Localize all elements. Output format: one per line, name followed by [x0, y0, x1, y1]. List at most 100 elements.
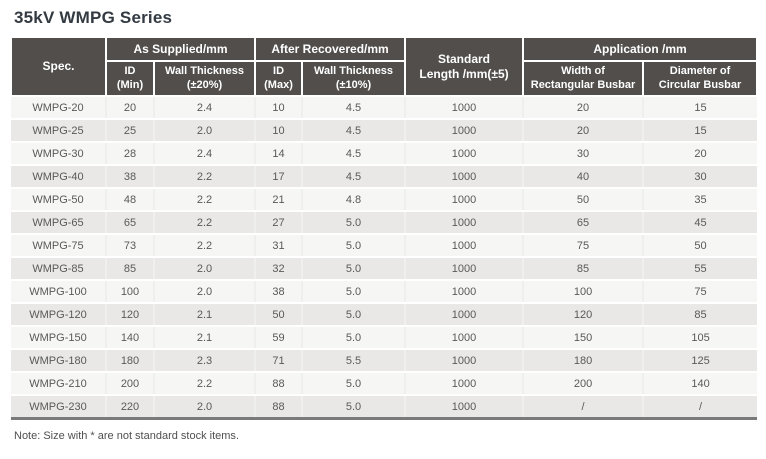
value-cell: 20: [523, 119, 645, 143]
value-cell: 100: [523, 280, 645, 304]
header-line: (Max): [264, 78, 293, 91]
value-cell: 65: [106, 211, 155, 235]
value-cell: 2.0: [154, 280, 257, 304]
spec-cell: WMPG-75: [11, 234, 107, 258]
value-cell: 1000: [405, 165, 525, 189]
spec-cell: WMPG-100: [11, 280, 107, 304]
wmpg-spec-table: Spec. As Supplied/mm After Recovered/mm …: [10, 36, 759, 420]
header-sub-row: ID (Min) Wall Thickness (±20%) ID (Max) …: [11, 60, 759, 97]
value-cell: 1000: [405, 142, 525, 166]
value-cell: 1000: [405, 395, 525, 419]
value-cell: 180: [523, 349, 645, 373]
value-cell: 4.5: [302, 96, 407, 120]
value-cell: 5.0: [302, 395, 407, 419]
value-cell: 2.2: [154, 372, 257, 396]
table-body: WMPG-20 20 2.4 10 4.5 1000 20 15 WMPG-25 25 2.0 10 4…: [11, 96, 758, 419]
value-cell: 2.2: [154, 211, 257, 235]
spec-cell: WMPG-25: [11, 119, 107, 143]
value-cell: 71: [255, 349, 304, 373]
value-cell: 30: [643, 165, 758, 189]
value-cell: 2.4: [154, 96, 257, 120]
value-cell: 4.5: [302, 119, 407, 143]
value-cell: 1000: [405, 257, 525, 281]
value-cell: 140: [643, 372, 758, 396]
value-cell: 20: [106, 96, 155, 120]
value-cell: 88: [255, 372, 304, 396]
value-cell: 2.1: [154, 303, 257, 327]
table-note: Note: Size with * are not standard stock…: [14, 430, 239, 442]
spec-cell: WMPG-65: [11, 211, 107, 235]
value-cell: /: [523, 395, 645, 419]
value-cell: 38: [106, 165, 155, 189]
value-cell: 1000: [405, 349, 525, 373]
value-cell: 50: [255, 303, 304, 327]
value-cell: 73: [106, 234, 155, 258]
page-title: 35kV WMPG Series: [14, 8, 173, 27]
value-cell: 88: [255, 395, 304, 419]
value-cell: 1000: [405, 326, 525, 350]
col-header-spec: Spec.: [10, 36, 107, 97]
spec-cell: WMPG-120: [11, 303, 107, 327]
value-cell: 1000: [405, 96, 525, 120]
value-cell: 5.0: [302, 280, 407, 304]
header-line: Standard: [438, 51, 491, 66]
value-cell: 150: [523, 326, 645, 350]
value-cell: 48: [106, 188, 155, 212]
value-cell: 28: [106, 142, 155, 166]
value-cell: 1000: [405, 303, 525, 327]
col-header-standard-length: Standard Length /mm(±5): [404, 36, 525, 97]
header-line: (±10%): [335, 78, 372, 91]
col-group-application: Application /mm: [522, 36, 759, 62]
header-line: ID: [124, 64, 136, 77]
col-header-wall-thickness-supplied: Wall Thickness (±20%): [152, 60, 257, 97]
spec-cell: WMPG-30: [11, 142, 107, 166]
value-cell: 20: [523, 96, 645, 120]
value-cell: 220: [106, 395, 155, 419]
value-cell: 1000: [405, 372, 525, 396]
table-row: WMPG-65 65 2.2 27 5.0 1000 65 45: [11, 211, 758, 235]
value-cell: 125: [643, 349, 758, 373]
col-group-as-supplied: As Supplied/mm: [104, 36, 257, 62]
value-cell: 1000: [405, 188, 525, 212]
table-row: WMPG-75 73 2.2 31 5.0 1000 75 50: [11, 234, 758, 258]
value-cell: 40: [523, 165, 645, 189]
header-line: Wall Thickness: [313, 64, 394, 77]
table-row: WMPG-85 85 2.0 32 5.0 1000 85 55: [11, 257, 758, 281]
table-header: Spec. As Supplied/mm After Recovered/mm …: [10, 36, 759, 97]
table-row: WMPG-20 20 2.4 10 4.5 1000 20 15: [11, 96, 758, 120]
value-cell: 5.5: [302, 349, 407, 373]
value-cell: 120: [106, 303, 155, 327]
value-cell: 85: [643, 303, 758, 327]
value-cell: 105: [643, 326, 758, 350]
value-cell: 30: [523, 142, 645, 166]
value-cell: 5.0: [302, 257, 407, 281]
value-cell: 75: [643, 280, 758, 304]
header-line: Width of: [561, 64, 605, 77]
value-cell: 4.5: [302, 165, 407, 189]
value-cell: 200: [106, 372, 155, 396]
value-cell: 5.0: [302, 326, 407, 350]
table-row: WMPG-210 200 2.2 88 5.0 1000 200 140: [11, 372, 758, 396]
value-cell: 14: [255, 142, 304, 166]
value-cell: 10: [255, 96, 304, 120]
col-header-id-min: ID (Min): [105, 60, 155, 97]
table-row: WMPG-230 220 2.0 88 5.0 1000//: [11, 395, 758, 419]
table-row: WMPG-180 180 2.3 71 5.5 1000 180 125: [11, 349, 758, 373]
value-cell: 21: [255, 188, 304, 212]
value-cell: 140: [106, 326, 155, 350]
value-cell: 120: [523, 303, 645, 327]
value-cell: 2.2: [154, 188, 257, 212]
value-cell: 10: [255, 119, 304, 143]
value-cell: 1000: [405, 280, 525, 304]
value-cell: 4.5: [302, 142, 407, 166]
value-cell: 20: [643, 142, 758, 166]
value-cell: 5.0: [302, 211, 407, 235]
value-cell: 17: [255, 165, 304, 189]
value-cell: 2.2: [154, 165, 257, 189]
spec-cell: WMPG-230: [11, 395, 107, 419]
value-cell: 27: [255, 211, 304, 235]
value-cell: 50: [523, 188, 645, 212]
header-line: Rectangular Busbar: [530, 78, 636, 91]
table-row: WMPG-50 48 2.2 21 4.8 1000 50 35: [11, 188, 758, 212]
